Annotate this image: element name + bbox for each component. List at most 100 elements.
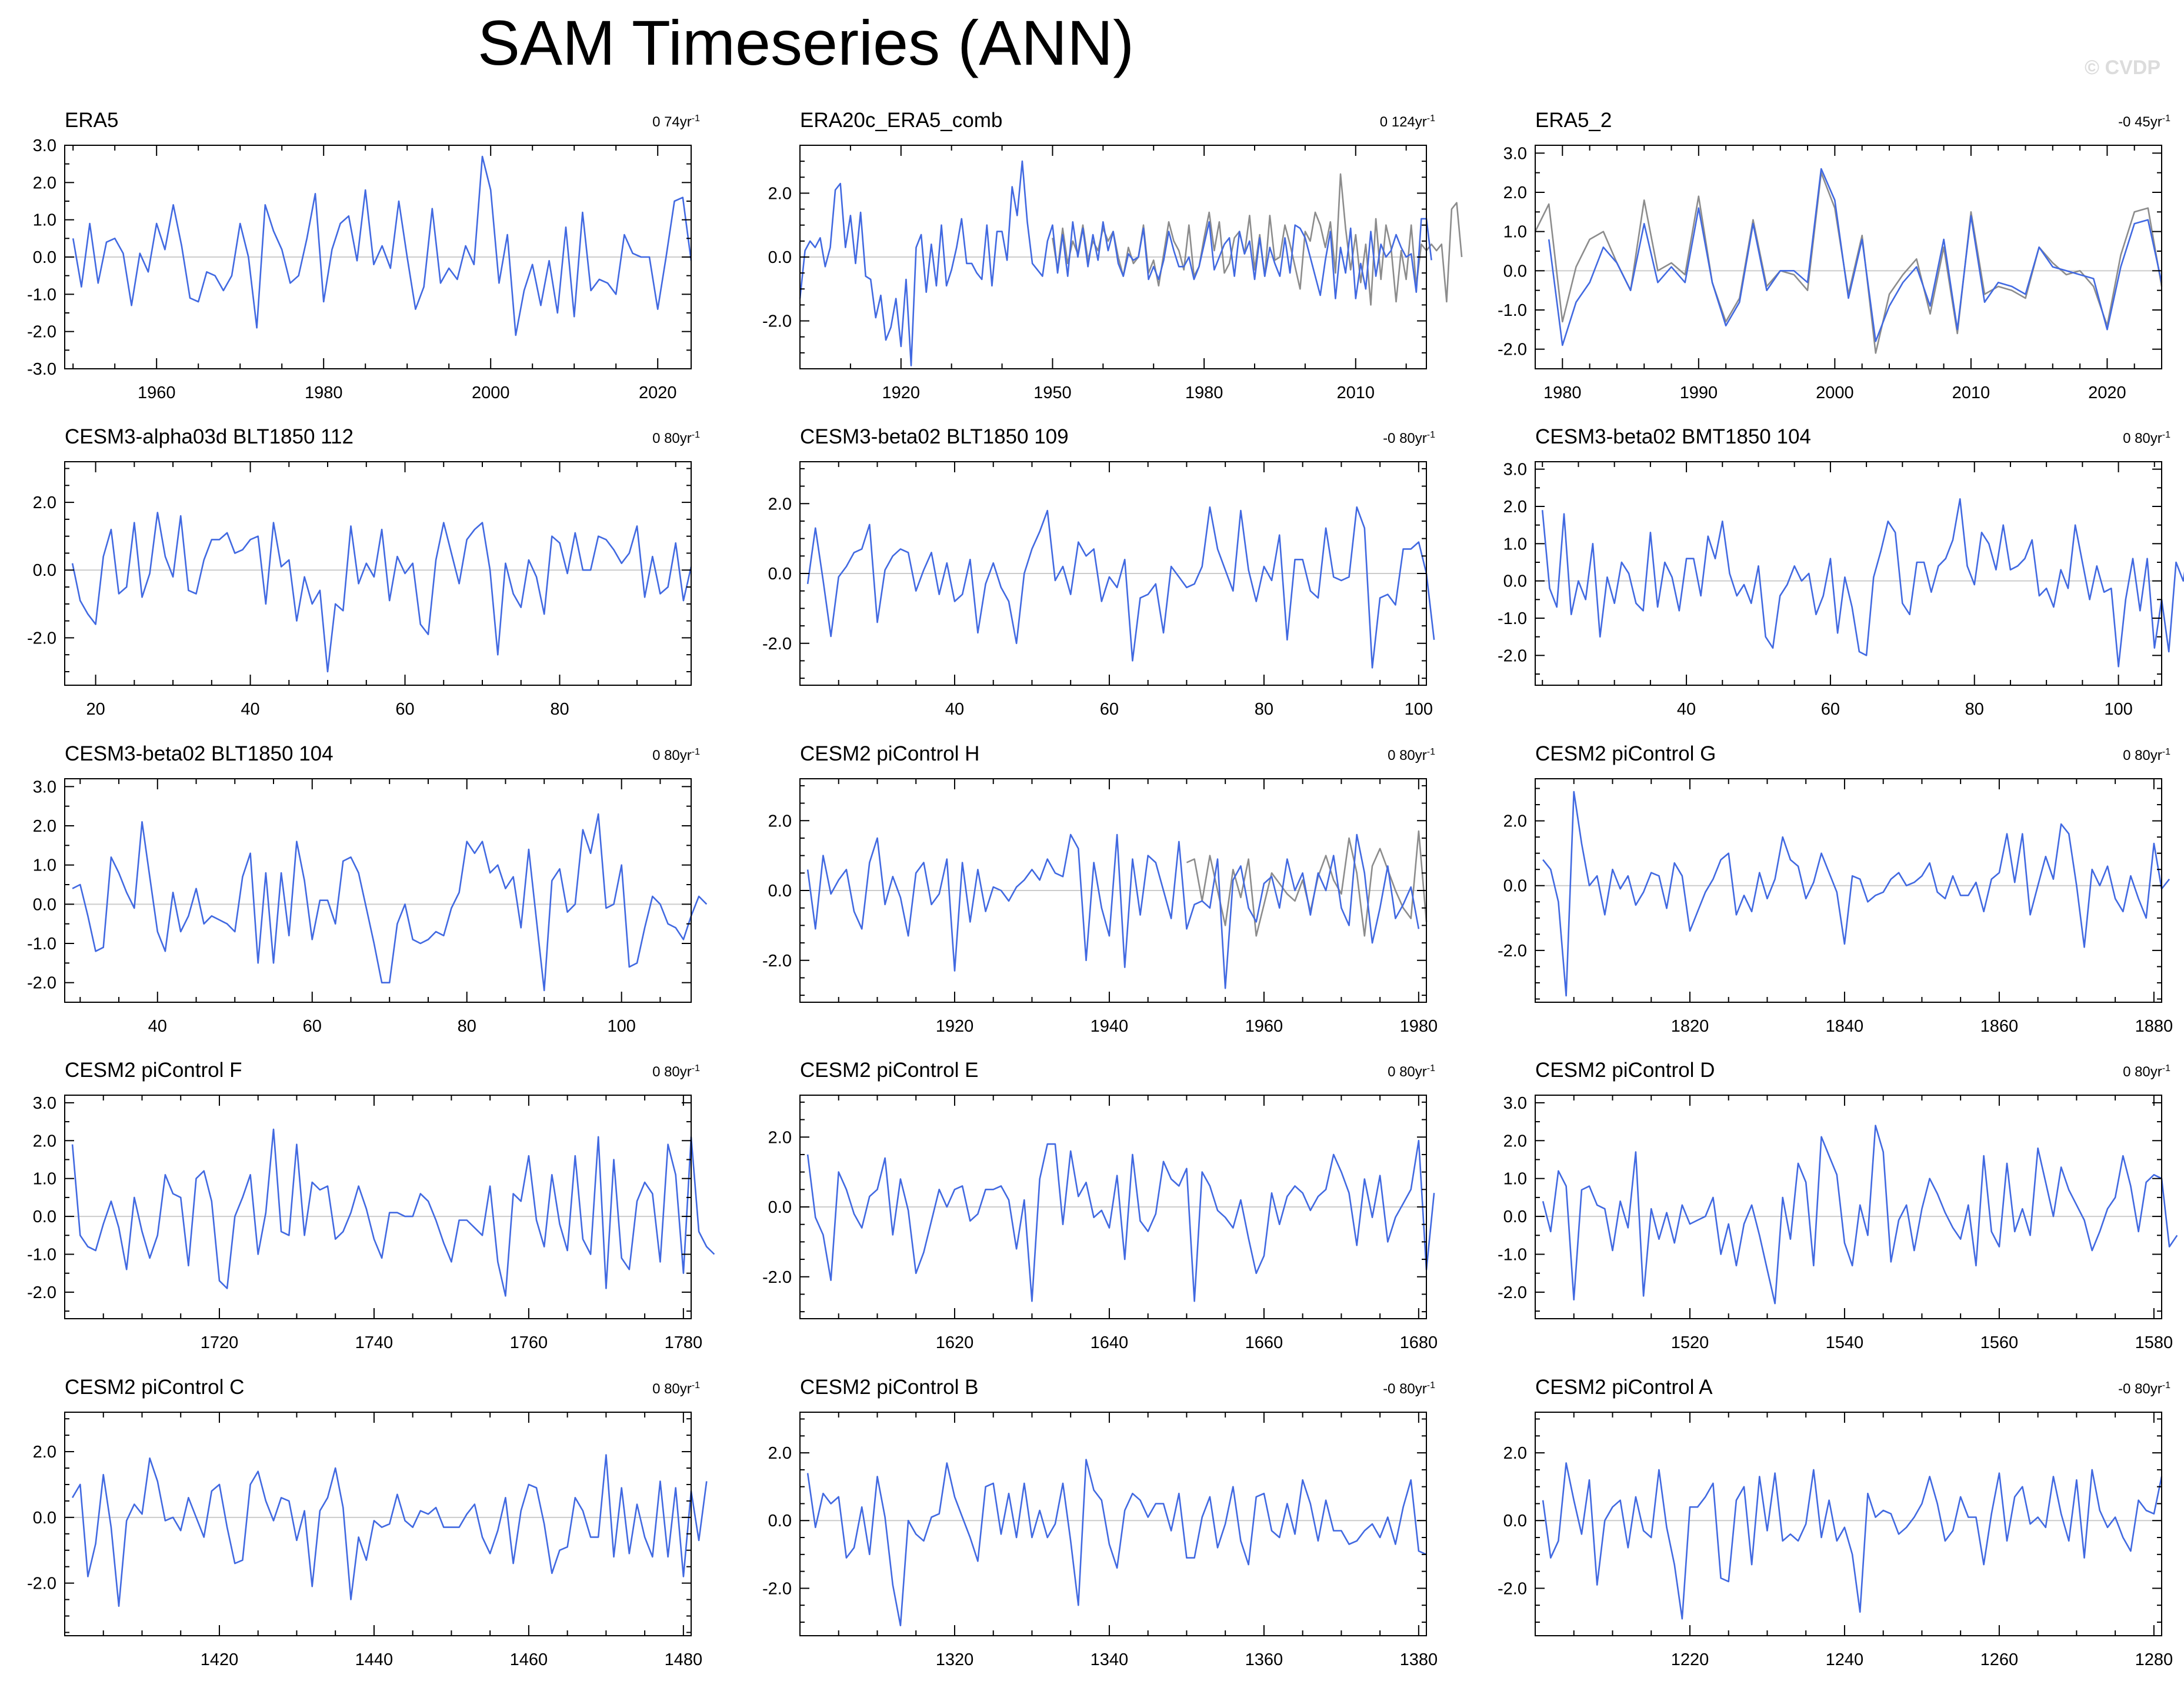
- y-tick-label: -2.0: [27, 1575, 56, 1593]
- trend-label: 0 124yr-1: [1380, 114, 1435, 131]
- x-tick-label: 100: [2104, 700, 2132, 719]
- y-tick-label: -2.0: [1498, 1283, 1527, 1302]
- trend-value: 0 124yr: [1379, 114, 1427, 130]
- trend-unit: -1: [2162, 1380, 2170, 1390]
- y-tick-label: 2.0: [1503, 1132, 1527, 1150]
- trend-label: -0 80yr-1: [2118, 1380, 2170, 1398]
- chart-svg: 1520 1540 1560 1580 -2.0 -1.0 0.0 1.0 2.0 3.0: [1498, 1094, 2178, 1352]
- y-tick-label: -2.0: [1498, 341, 1527, 359]
- trend-unit: -1: [691, 747, 700, 757]
- panel-title: CESM2 piControl B: [800, 1376, 979, 1399]
- trend-label: 0 80yr-1: [1388, 1063, 1435, 1080]
- chart-svg: 1820 1840 1860 1880 -2.0 0.0 2.0: [1498, 778, 2173, 1036]
- x-tick-label: 1220: [1671, 1650, 1709, 1669]
- x-tick-label: 80: [550, 700, 569, 719]
- y-tick-label: 2.0: [768, 1444, 792, 1463]
- panel-title: CESM2 piControl E: [800, 1059, 979, 1082]
- series-line-primary: [806, 506, 1435, 669]
- page-title: SAM Timeseries (ANN): [477, 7, 1135, 78]
- chart-svg: 40 60 80 100 -2.0 -1.0 0.0 1.0 2.0 3.0: [27, 778, 708, 1036]
- y-tick-label: -1.0: [27, 285, 56, 304]
- x-tick-label: 1990: [1680, 383, 1718, 402]
- plot-frame: [64, 461, 692, 686]
- x-tick-label: 60: [395, 700, 414, 719]
- y-tick-label: 1.0: [1503, 1170, 1527, 1189]
- y-tick-label: 0.0: [33, 561, 56, 580]
- series-line-primary: [1548, 168, 2163, 346]
- plot-frame: [799, 1412, 1427, 1636]
- x-tick-label: 1240: [1826, 1650, 1864, 1669]
- series-line-secondary: [1052, 173, 1463, 306]
- chart-panel: CESM3-alpha03d BLT1850 112 0 80yr-1 20 40 60…: [0, 425, 715, 743]
- trend-unit: -1: [1426, 430, 1435, 440]
- y-tick-label: 2.0: [768, 1128, 792, 1147]
- trend-value: -0 80yr: [1383, 431, 1427, 446]
- x-tick-label: 1440: [355, 1650, 394, 1669]
- x-tick-label: 1360: [1245, 1650, 1283, 1669]
- x-tick-label: 100: [1405, 700, 1433, 719]
- y-tick-label: 0.0: [33, 895, 56, 914]
- y-tick-label: 1.0: [1503, 535, 1527, 553]
- y-tick-label: 3.0: [33, 778, 56, 796]
- trend-label: 0 80yr-1: [2123, 747, 2170, 764]
- trend-label: 0 80yr-1: [652, 430, 700, 447]
- y-tick-label: -2.0: [762, 1579, 792, 1598]
- x-tick-label: 1280: [2135, 1650, 2173, 1669]
- x-tick-label: 1540: [1826, 1333, 1864, 1352]
- panel-title: CESM3-beta02 BLT1850 104: [65, 742, 334, 765]
- x-tick-label: 1420: [201, 1650, 239, 1669]
- trend-value: 0 74yr: [652, 114, 692, 130]
- y-tick-label: 2.0: [768, 184, 792, 203]
- x-tick-label: 2000: [1816, 383, 1854, 402]
- x-tick-label: 1260: [1980, 1650, 2019, 1669]
- x-tick-label: 1960: [1245, 1017, 1283, 1036]
- y-tick-label: 2.0: [1503, 812, 1527, 831]
- trend-value: -0 45yr: [2118, 114, 2162, 130]
- trend-unit: -1: [2162, 430, 2170, 440]
- x-tick-label: 1680: [1400, 1333, 1438, 1352]
- chart-panel: ERA20c_ERA5_comb 0 124yr-1 1920 1950 1980 201…: [735, 109, 1463, 426]
- chart-svg: 1420 1440 1460 1480 -2.0 0.0 2.0: [27, 1412, 708, 1669]
- y-tick-label: 0.0: [33, 1509, 56, 1527]
- panel-title: CESM2 piControl D: [1535, 1059, 1715, 1082]
- x-tick-label: 1820: [1671, 1017, 1709, 1036]
- panel-title: ERA5: [65, 109, 119, 132]
- x-tick-label: 40: [241, 700, 259, 719]
- trend-value: 0 80yr: [652, 748, 692, 763]
- x-tick-label: 1840: [1826, 1017, 1864, 1036]
- trend-unit: -1: [1426, 1380, 1435, 1390]
- y-tick-label: 0.0: [33, 1208, 56, 1226]
- y-tick-label: 1.0: [1503, 223, 1527, 242]
- x-tick-label: 1880: [2135, 1017, 2173, 1036]
- y-tick-label: -2.0: [762, 952, 792, 970]
- chart-panel: CESM2 piControl A -0 80yr-1 1220 1240 1260 12…: [1471, 1376, 2184, 1693]
- x-tick-label: 80: [458, 1017, 476, 1036]
- chart-panel: CESM3-beta02 BLT1850 109 -0 80yr-1 40 60 80 1…: [735, 425, 1450, 743]
- panel-title: ERA20c_ERA5_comb: [800, 109, 1003, 132]
- y-tick-label: -1.0: [27, 1246, 56, 1265]
- series-line-primary: [72, 813, 708, 992]
- trend-label: 0 80yr-1: [2123, 430, 2170, 447]
- x-tick-label: 1720: [201, 1333, 239, 1352]
- series-line-primary: [72, 155, 692, 336]
- x-tick-label: 1320: [936, 1650, 974, 1669]
- x-tick-label: 40: [1677, 700, 1696, 719]
- plot-frame: [1535, 1095, 2162, 1319]
- series-line-primary: [71, 1454, 708, 1607]
- x-tick-label: 80: [1255, 700, 1273, 719]
- x-tick-label: 20: [86, 700, 105, 719]
- y-tick-label: 0.0: [33, 248, 56, 267]
- y-tick-label: 0.0: [768, 565, 792, 583]
- y-tick-label: 1.0: [33, 1170, 56, 1189]
- series-line-secondary: [1534, 172, 2163, 354]
- panel-title: CESM2 piControl F: [65, 1059, 242, 1082]
- trend-value: 0 80yr: [2123, 431, 2162, 446]
- y-tick-label: 2.0: [33, 174, 56, 192]
- chart-panel: CESM2 piControl E 0 80yr-1 1620 1640 1660 168…: [735, 1059, 1450, 1376]
- chart-panel: CESM2 piControl D 0 80yr-1 1520 1540 1560 158…: [1471, 1059, 2184, 1376]
- trend-label: -0 45yr-1: [2118, 114, 2170, 131]
- y-tick-label: 0.0: [1503, 1512, 1527, 1530]
- y-tick-label: 2.0: [33, 493, 56, 512]
- trend-label: 0 80yr-1: [652, 1380, 700, 1398]
- x-tick-label: 2010: [1337, 383, 1375, 402]
